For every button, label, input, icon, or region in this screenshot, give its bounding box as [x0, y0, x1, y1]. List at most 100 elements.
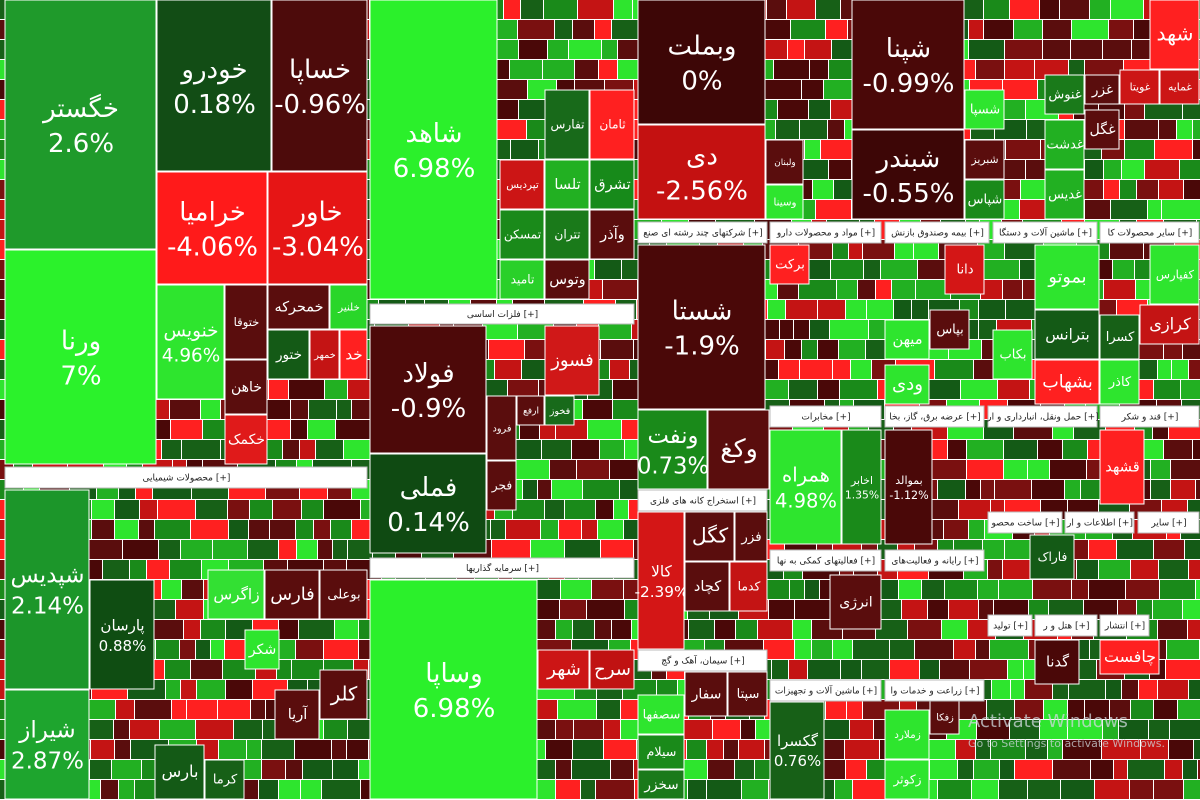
stock-tile[interactable]: کالا -2.39% — [634, 511, 689, 650]
stock-tile[interactable]: تامید — [499, 259, 545, 300]
stock-tile[interactable]: خمحرکه — [267, 284, 330, 330]
stock-tile[interactable]: غگل — [1084, 109, 1120, 150]
sector-header[interactable]: هتل و ر [+] — [1034, 614, 1098, 637]
stock-tile[interactable]: فاراک — [1029, 534, 1075, 580]
sector-header[interactable]: قند و شکر [+] — [1099, 405, 1200, 428]
stock-tile[interactable]: کسرا — [1099, 314, 1140, 360]
stock-tile[interactable]: زاگرس — [207, 569, 265, 620]
stock-tile[interactable]: کرما — [204, 759, 245, 800]
stock-tile[interactable]: بوعلی — [319, 569, 368, 620]
stock-tile[interactable]: زملارد — [884, 709, 930, 760]
stock-tile[interactable]: وسینا — [765, 184, 804, 220]
stock-tile[interactable]: شپدیس 2.14% — [4, 489, 90, 690]
sector-header[interactable]: استخراج کانه های فلزی [+] — [637, 489, 768, 512]
stock-tile[interactable]: گدنا — [1034, 639, 1080, 685]
stock-tile[interactable]: شپاس — [964, 179, 1005, 220]
stock-tile[interactable]: بترانس — [1034, 309, 1100, 360]
stock-tile[interactable]: چافست — [1099, 639, 1160, 675]
stock-tile[interactable]: خنویس 4.96% — [156, 284, 225, 400]
stock-tile[interactable]: خراميا -4.06% — [156, 171, 268, 285]
stock-tile[interactable]: تمسکن — [499, 209, 545, 260]
sector-header[interactable]: ماشین آلات و دستگا [+] — [992, 221, 1098, 244]
sector-header[interactable]: ساير [+] — [1137, 511, 1200, 534]
stock-tile[interactable]: گکسرا 0.76% — [769, 701, 825, 800]
stock-tile[interactable]: ودی — [884, 364, 930, 405]
stock-tile[interactable]: بشهاب — [1034, 359, 1100, 405]
stock-tile[interactable]: بکاب — [992, 329, 1033, 380]
stock-tile[interactable]: فزر — [734, 511, 768, 562]
stock-tile[interactable]: زکوثر — [884, 759, 930, 800]
stock-tile[interactable]: پارسان 0.88% — [89, 579, 155, 690]
stock-tile[interactable]: غزر — [1084, 74, 1120, 105]
stock-tile[interactable]: آریا — [274, 689, 320, 740]
stock-tile[interactable]: سیلام — [637, 734, 685, 770]
stock-tile[interactable]: خکمک — [224, 414, 268, 465]
sector-header[interactable]: فعالیتهای کمکی به نها [+] — [769, 549, 882, 572]
stock-tile[interactable]: اخابر 1.35% — [841, 429, 882, 545]
sector-header[interactable]: ساخت محصو [+] — [987, 511, 1063, 534]
stock-tile[interactable]: سرح — [589, 649, 635, 690]
stock-tile[interactable]: ورنا 7% — [4, 249, 157, 465]
stock-tile[interactable]: غدیس — [1044, 169, 1085, 220]
stock-tile[interactable]: همراه 4.98% — [769, 429, 842, 545]
stock-tile[interactable]: ختور — [267, 329, 310, 380]
stock-tile[interactable]: تلسا — [544, 159, 590, 210]
sector-header[interactable]: سیمان، آهک و گچ [+] — [637, 649, 768, 672]
sector-header[interactable]: مخابرات [+] — [769, 405, 882, 428]
stock-tile[interactable]: برکت — [769, 244, 810, 285]
sector-header[interactable]: حمل ونقل، انبارداری و ار [+] — [986, 405, 1099, 428]
stock-tile[interactable]: کلر — [319, 669, 368, 720]
stock-tile[interactable]: خد — [339, 329, 368, 380]
stock-tile[interactable]: سفار — [684, 671, 728, 717]
stock-tile[interactable]: خساپا -0.96% — [271, 0, 368, 172]
stock-tile[interactable]: سصفها — [637, 694, 685, 735]
stock-tile[interactable]: شیراز 2.87% — [4, 689, 90, 800]
stock-tile[interactable]: سپتا — [727, 671, 768, 717]
stock-tile[interactable]: کگل — [684, 511, 735, 562]
sector-header[interactable]: مواد و محصولات دارو [+] — [769, 221, 882, 244]
stock-tile[interactable]: خگستر 2.6% — [4, 0, 157, 250]
stock-tile[interactable]: بموالد -1.12% — [884, 429, 933, 545]
stock-tile[interactable]: شپنا -0.99% — [851, 0, 965, 130]
stock-tile[interactable]: شکر — [244, 629, 280, 670]
sector-header[interactable]: فلزات اساسی [+] — [369, 303, 635, 325]
stock-tile[interactable]: بپاس — [929, 309, 970, 350]
stock-tile[interactable]: غدشت — [1044, 119, 1085, 170]
stock-tile[interactable]: فرود — [486, 395, 517, 461]
sector-header[interactable]: اطلاعات و ار [+] — [1064, 511, 1135, 534]
stock-tile[interactable]: فسوز — [544, 325, 600, 396]
stock-tile[interactable]: شستا -1.9% — [637, 244, 766, 410]
stock-tile[interactable]: وساپا 6.98% — [369, 579, 538, 800]
stock-tile[interactable]: ثامان — [589, 89, 635, 160]
sector-header[interactable]: رایانه و فعالیت‌های [+] — [884, 549, 985, 572]
stock-tile[interactable]: شهر — [537, 649, 590, 690]
stock-tile[interactable]: وبملت 0% — [637, 0, 766, 125]
stock-tile[interactable]: ولبنان — [765, 139, 804, 185]
stock-tile[interactable]: غمایه — [1159, 69, 1200, 105]
stock-tile[interactable]: تپرديس — [499, 159, 545, 210]
stock-tile[interactable]: فارس — [264, 569, 320, 620]
sector-header[interactable]: انتشار [+] — [1099, 614, 1150, 637]
stock-tile[interactable]: تشرق — [589, 159, 635, 210]
stock-tile[interactable]: غویتا — [1119, 69, 1160, 105]
sector-header[interactable]: زراعت و خدمات وا [+] — [884, 679, 985, 702]
sector-header[interactable]: محصولات شیمیایی [+] — [4, 466, 368, 489]
stock-tile[interactable]: خاهن — [224, 359, 268, 415]
stock-tile[interactable]: کفپارس — [1149, 244, 1200, 305]
stock-tile[interactable]: زفکا — [929, 699, 960, 735]
stock-tile[interactable]: کاذر — [1099, 359, 1140, 405]
stock-tile[interactable]: سخزر — [637, 769, 685, 800]
sector-header[interactable]: تولید [+] — [987, 614, 1033, 637]
stock-tile[interactable]: میهن — [884, 319, 930, 360]
stock-tile[interactable]: شاهد 6.98% — [369, 0, 498, 300]
stock-tile[interactable]: کچاد — [684, 561, 730, 612]
stock-tile[interactable]: ارفع — [516, 395, 545, 426]
stock-tile[interactable]: خمهر — [309, 329, 340, 380]
stock-tile[interactable]: تفارس — [544, 89, 590, 160]
stock-tile[interactable]: فخوز — [544, 395, 575, 426]
stock-tile[interactable]: وآذر — [589, 209, 635, 260]
sector-header[interactable]: سایر محصولات کا [+] — [1099, 221, 1200, 244]
stock-tile[interactable]: بموتو — [1034, 244, 1100, 310]
sector-header[interactable]: ماشین آلات و تجهیزات [+] — [769, 679, 882, 702]
stock-tile[interactable]: کرازی — [1139, 304, 1200, 345]
